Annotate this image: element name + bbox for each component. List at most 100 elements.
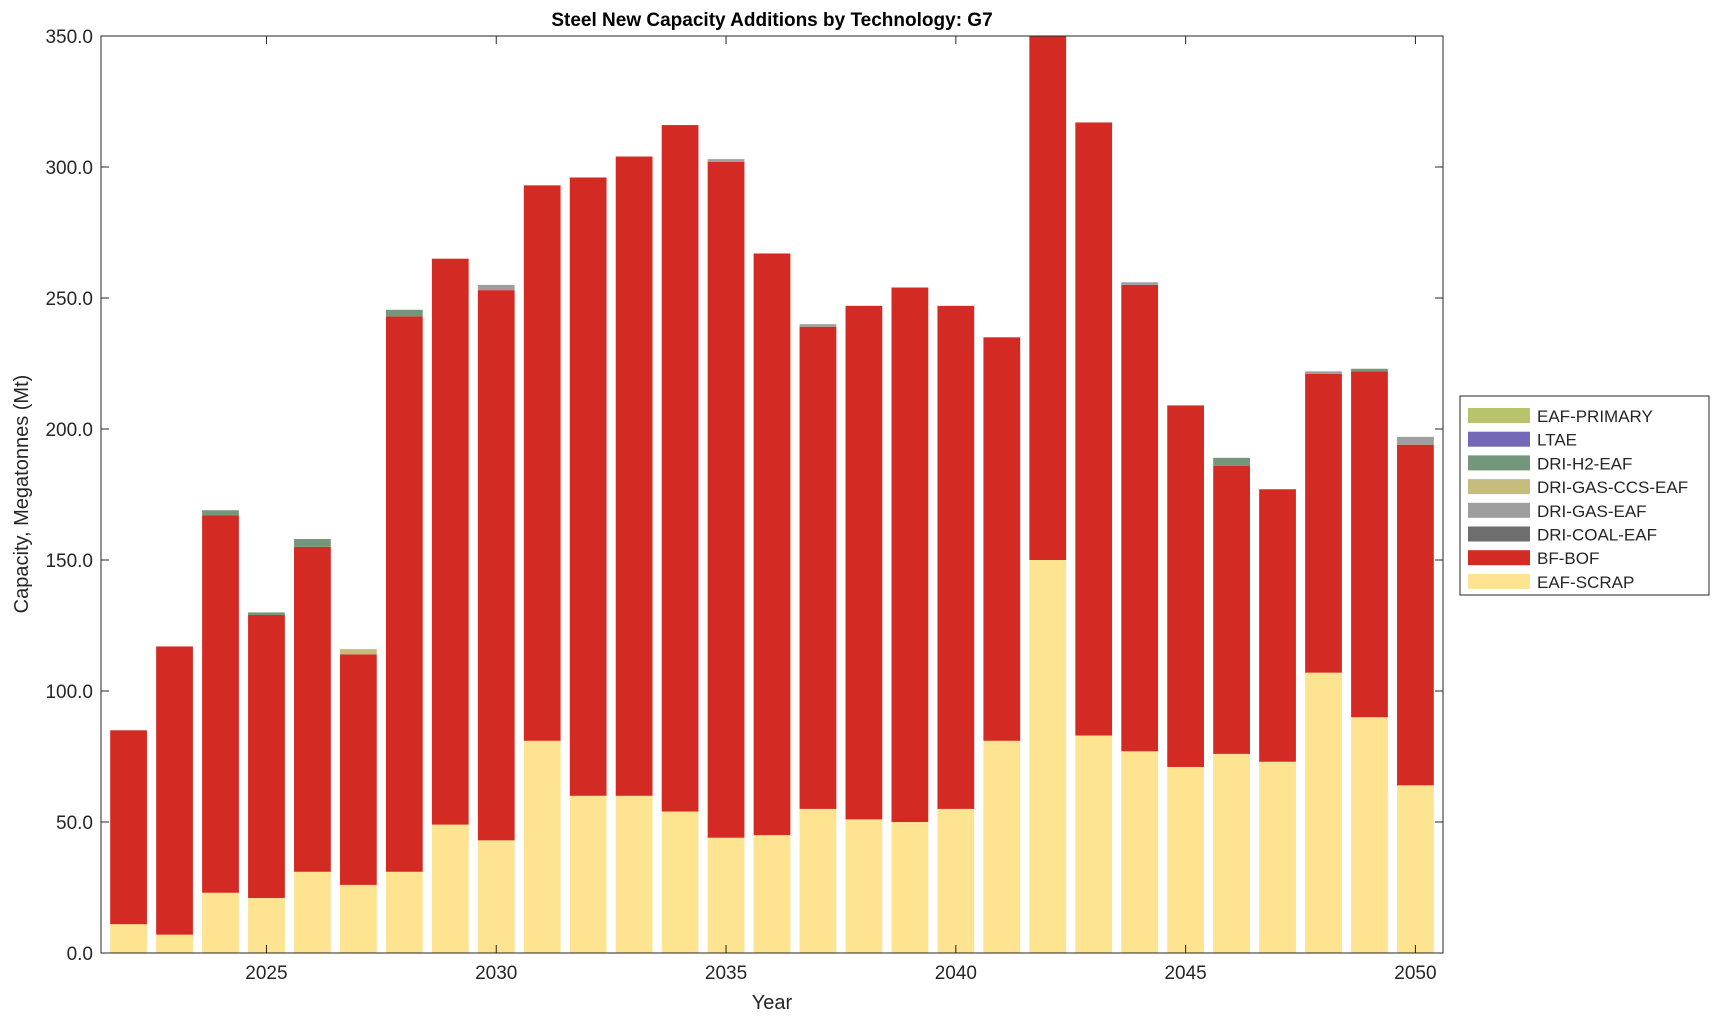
bar-eaf-scrap-2026 [294, 871, 331, 953]
bar-eaf-scrap-2036 [753, 835, 791, 953]
bar-eaf-scrap-2050 [1397, 785, 1434, 953]
bar-bf-bof-2042 [1029, 36, 1067, 560]
x-tick-label: 2030 [475, 963, 517, 984]
legend-label-dri-gas-eaf: DRI-GAS-EAF [1537, 502, 1647, 521]
bar-dri-h2-eaf-2046 [1213, 457, 1250, 466]
bar-bf-bof-2040 [937, 305, 975, 809]
legend-label-dri-h2-eaf: DRI-H2-EAF [1537, 454, 1632, 473]
bar-bf-bof-2050 [1397, 444, 1434, 786]
bar-eaf-scrap-2042 [1029, 560, 1067, 953]
bar-bf-bof-2044 [1121, 284, 1159, 752]
x-tick-label: 2045 [1164, 963, 1206, 984]
bar-bf-bof-2033 [615, 156, 653, 796]
bar-eaf-scrap-2041 [983, 740, 1021, 953]
plot-frame [100, 35, 1444, 954]
bar-bf-bof-2022 [110, 730, 147, 925]
bar-eaf-scrap-2028 [385, 871, 423, 953]
y-tick-label: 350.0 [45, 27, 93, 48]
bar-eaf-scrap-2032 [569, 795, 607, 953]
bar-bf-bof-2031 [523, 185, 561, 741]
bar-eaf-scrap-2034 [661, 811, 699, 953]
bar-dri-gas-eaf-2050 [1397, 436, 1434, 445]
bar-bf-bof-2024 [202, 515, 239, 893]
bar-bf-bof-2028 [385, 316, 423, 872]
legend-label-ltae: LTAE [1537, 431, 1577, 450]
y-tick-label: 50.0 [56, 813, 93, 834]
bar-eaf-scrap-2043 [1075, 735, 1113, 953]
bar-bf-bof-2039 [891, 287, 929, 822]
x-tick-label: 2040 [935, 963, 977, 984]
bar-bf-bof-2027 [339, 654, 377, 885]
bar-dri-gas-eaf-2044 [1121, 282, 1159, 285]
legend-swatch-dri-h2-eaf [1468, 455, 1530, 471]
bar-eaf-scrap-2040 [937, 808, 975, 953]
bar-bf-bof-2041 [983, 337, 1021, 741]
x-tick-label: 2035 [705, 963, 747, 984]
bar-eaf-scrap-2031 [523, 740, 561, 953]
bar-eaf-scrap-2037 [799, 808, 837, 953]
legend-swatch-eaf-primary [1468, 408, 1530, 423]
bar-eaf-scrap-2039 [891, 822, 929, 953]
x-axis-label: Year [752, 992, 793, 1014]
bar-eaf-scrap-2049 [1351, 717, 1388, 953]
bar-eaf-scrap-2046 [1213, 753, 1250, 953]
bar-eaf-scrap-2045 [1167, 766, 1205, 953]
y-tick-label: 100.0 [45, 682, 93, 703]
bar-eaf-scrap-2024 [202, 892, 239, 953]
y-tick-label: 250.0 [45, 289, 93, 310]
bar-eaf-scrap-2027 [339, 884, 377, 953]
bar-bf-bof-2036 [753, 253, 791, 836]
legend-swatch-bf-bof [1468, 550, 1530, 566]
bars-group [110, 36, 1434, 953]
bar-bf-bof-2049 [1351, 371, 1388, 718]
y-tick-label: 200.0 [45, 420, 93, 441]
y-tick-label: 150.0 [45, 551, 93, 572]
bar-bf-bof-2030 [477, 290, 515, 841]
legend-swatch-eaf-scrap [1468, 573, 1530, 589]
bar-eaf-scrap-2030 [477, 840, 515, 953]
legend-swatch-dri-gas-eaf [1468, 502, 1530, 518]
bar-bf-bof-2046 [1213, 465, 1250, 754]
bar-dri-gas-eaf-2037 [799, 324, 837, 327]
legend-swatch-dri-coal-eaf [1468, 526, 1530, 542]
bar-eaf-scrap-2033 [615, 795, 653, 953]
bar-bf-bof-2047 [1259, 489, 1296, 762]
bar-dri-gas-eaf-2048 [1305, 371, 1342, 374]
x-tick-label: 2050 [1394, 963, 1436, 984]
bar-eaf-scrap-2035 [707, 837, 745, 953]
legend: EAF-PRIMARY LTAE DRI-H2-EAF DRI-GAS-CCS-EAF… [1459, 395, 1710, 596]
bar-eaf-scrap-2044 [1121, 751, 1159, 953]
bar-eaf-scrap-2025 [248, 897, 285, 953]
legend-swatch-ltae [1468, 431, 1530, 447]
bar-eaf-scrap-2023 [156, 934, 193, 953]
bar-bf-bof-2045 [1167, 405, 1205, 767]
legend-label-dri-coal-eaf: DRI-COAL-EAF [1537, 526, 1657, 545]
bar-eaf-scrap-2029 [431, 824, 469, 953]
bar-eaf-scrap-2047 [1259, 761, 1296, 953]
bar-eaf-scrap-2022 [110, 924, 147, 953]
legend-label-eaf-scrap: EAF-SCRAP [1537, 573, 1634, 592]
y-tick-label: 300.0 [45, 158, 93, 179]
bar-bf-bof-2037 [799, 326, 837, 809]
bar-bf-bof-2034 [661, 125, 699, 812]
legend-swatch-dri-gas-ccs-eaf [1468, 479, 1530, 495]
bar-bf-bof-2026 [294, 546, 331, 872]
bar-dri-h2-eaf-2025 [248, 612, 285, 616]
bar-bf-bof-2025 [248, 615, 285, 898]
bar-bf-bof-2043 [1075, 122, 1113, 736]
y-tick-label: 0.0 [67, 944, 93, 965]
legend-label-bf-bof: BF-BOF [1537, 549, 1599, 568]
x-tick-label: 2025 [245, 963, 287, 984]
bar-dri-gas-eaf-2035 [707, 159, 745, 162]
bar-bf-bof-2032 [569, 177, 607, 796]
bar-bf-bof-2035 [707, 161, 745, 838]
legend-label-eaf-primary: EAF-PRIMARY [1537, 407, 1653, 426]
bar-eaf-scrap-2048 [1305, 672, 1342, 953]
chart-title: Steel New Capacity Additions by Technolo… [551, 10, 992, 31]
bar-bf-bof-2048 [1305, 373, 1342, 673]
bar-eaf-scrap-2038 [845, 819, 883, 953]
bar-bf-bof-2038 [845, 305, 883, 820]
bar-dri-h2-eaf-2024 [202, 510, 239, 516]
legend-label-dri-gas-ccs-eaf: DRI-GAS-CCS-EAF [1537, 478, 1688, 497]
